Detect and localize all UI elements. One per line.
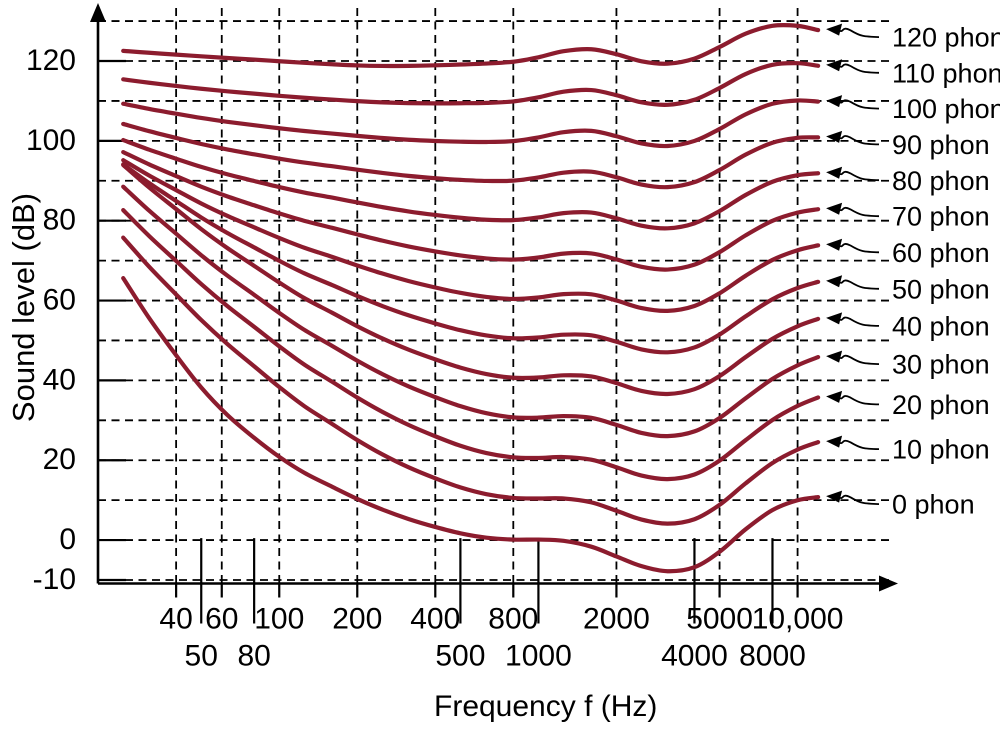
svg-text:1000: 1000 <box>505 640 572 673</box>
svg-text:60: 60 <box>205 603 238 636</box>
svg-text:40: 40 <box>159 603 192 636</box>
svg-text:0: 0 <box>59 523 76 556</box>
svg-text:80: 80 <box>237 640 270 673</box>
svg-text:-10: -10 <box>33 563 76 596</box>
svg-text:20 phon: 20 phon <box>892 390 990 420</box>
svg-text:110 phon: 110 phon <box>892 58 1000 88</box>
svg-text:40: 40 <box>43 363 76 396</box>
svg-text:800: 800 <box>488 603 538 636</box>
svg-text:80 phon: 80 phon <box>892 166 990 196</box>
svg-text:50 phon: 50 phon <box>892 274 990 304</box>
svg-text:5000: 5000 <box>686 603 753 636</box>
svg-text:100: 100 <box>26 124 76 157</box>
svg-text:30 phon: 30 phon <box>892 350 990 380</box>
svg-text:60 phon: 60 phon <box>892 238 990 268</box>
svg-text:0 phon: 0 phon <box>892 490 975 520</box>
svg-text:120: 120 <box>26 44 76 77</box>
svg-text:200: 200 <box>332 603 382 636</box>
svg-text:40 phon: 40 phon <box>892 311 990 341</box>
svg-text:10 phon: 10 phon <box>892 435 990 465</box>
svg-text:50: 50 <box>185 640 218 673</box>
svg-text:80: 80 <box>43 204 76 237</box>
svg-text:4000: 4000 <box>661 640 728 673</box>
svg-text:8000: 8000 <box>739 640 806 673</box>
svg-text:100: 100 <box>254 603 304 636</box>
svg-text:100 phon: 100 phon <box>892 94 1000 124</box>
svg-text:10,000: 10,000 <box>752 603 844 636</box>
svg-text:90 phon: 90 phon <box>892 130 990 160</box>
svg-text:120 phon: 120 phon <box>892 23 1000 53</box>
svg-text:2000: 2000 <box>583 603 650 636</box>
svg-text:70 phon: 70 phon <box>892 202 990 232</box>
svg-text:20: 20 <box>43 443 76 476</box>
svg-text:500: 500 <box>435 640 485 673</box>
svg-text:400: 400 <box>410 603 460 636</box>
svg-text:60: 60 <box>43 284 76 317</box>
